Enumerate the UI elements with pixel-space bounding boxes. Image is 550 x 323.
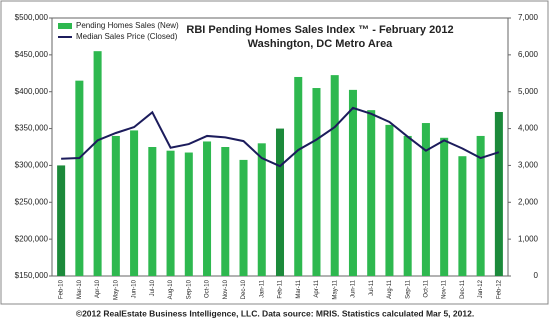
- x-tick-label: Feb-11: [278, 279, 284, 298]
- x-tick-label: May-11: [332, 279, 338, 299]
- x-tick-label: Sep-10: [186, 279, 192, 299]
- bar: [294, 76, 303, 276]
- x-tick-label: Mar-10: [77, 279, 83, 299]
- chart-border: [0, 0, 549, 305]
- y-tick-label: $200,000: [15, 234, 49, 243]
- x-tick-label: Nov-10: [223, 279, 229, 299]
- y2-tick-label: 0: [534, 271, 539, 280]
- legend-label: Median Sales Price (Closed): [76, 32, 178, 41]
- x-tick-label: Aug-11: [387, 279, 393, 299]
- y-tick-label: $250,000: [15, 197, 49, 206]
- bar: [312, 88, 321, 277]
- x-tick-label: May-10: [113, 279, 119, 300]
- legend-label: Pending Homes Sales (New): [76, 21, 179, 30]
- bar: [239, 159, 248, 276]
- bar: [330, 75, 339, 276]
- x-tick-label: Dec-11: [460, 279, 466, 299]
- bar: [203, 141, 212, 276]
- x-tick-label: Jun-10: [132, 279, 138, 298]
- x-tick-label: Oct-10: [205, 279, 211, 298]
- bar: [148, 147, 157, 276]
- x-tick-label: Jul-11: [369, 279, 375, 296]
- bar: [275, 128, 285, 276]
- y2-tick-label: 5,000: [518, 87, 539, 96]
- y2-tick-label: 1,000: [518, 234, 539, 243]
- bar: [476, 135, 485, 276]
- bar: [111, 135, 120, 276]
- bar: [421, 123, 430, 277]
- y-tick-label: $150,000: [15, 271, 49, 280]
- bar: [385, 124, 394, 276]
- x-tick-label: Nov-11: [442, 279, 448, 299]
- y-tick-label: $500,000: [15, 13, 49, 22]
- chart-subtitle: Washington, DC Metro Area: [248, 38, 394, 50]
- bar: [440, 137, 449, 276]
- bar: [367, 110, 376, 277]
- legend-swatch: [58, 23, 72, 29]
- bar: [184, 152, 193, 276]
- x-tick-label: Apr-11: [314, 279, 320, 297]
- chart-title: RBI Pending Homes Sales Index ™ - Februa…: [186, 24, 453, 36]
- line: [61, 106, 500, 168]
- y-tick-label: $400,000: [15, 87, 49, 96]
- y-tick-label: $450,000: [15, 50, 49, 59]
- bar: [403, 135, 412, 276]
- y-tick-label: $350,000: [15, 124, 49, 133]
- bar: [257, 143, 266, 276]
- x-tick-label: Jan-12: [478, 279, 484, 298]
- x-tick-label: Oct-11: [423, 279, 429, 297]
- x-tick-label: Jan-11: [259, 279, 265, 298]
- x-tick-label: Jul-10: [150, 279, 156, 296]
- x-tick-label: Aug-10: [168, 279, 174, 299]
- x-tick-label: Mar-11: [296, 279, 302, 298]
- bar: [75, 80, 84, 277]
- x-tick-label: Jun-11: [351, 279, 357, 298]
- bar: [458, 156, 467, 276]
- bar: [93, 51, 102, 276]
- y2-tick-label: 3,000: [518, 161, 539, 170]
- bar: [494, 111, 503, 276]
- x-tick-label: Sep-11: [405, 279, 411, 299]
- footer: ©2012 RealEstate Business Intelligence, …: [76, 308, 474, 318]
- bar: [221, 147, 230, 276]
- bar: [130, 130, 139, 276]
- x-tick-label: Apr-10: [95, 279, 101, 298]
- y2-tick-label: 6,000: [518, 50, 539, 59]
- y2-tick-label: 7,000: [518, 13, 539, 22]
- x-tick-label: Dec-10: [241, 279, 247, 299]
- bar: [57, 165, 66, 276]
- bar: [166, 150, 175, 276]
- bar: [348, 89, 357, 276]
- y2-tick-label: 2,000: [518, 197, 539, 206]
- x-tick-label: Feb-10: [59, 279, 65, 299]
- y-tick-label: $300,000: [15, 161, 49, 170]
- x-tick-label: Feb-12: [496, 279, 502, 299]
- y2-tick-label: 4,000: [518, 124, 539, 133]
